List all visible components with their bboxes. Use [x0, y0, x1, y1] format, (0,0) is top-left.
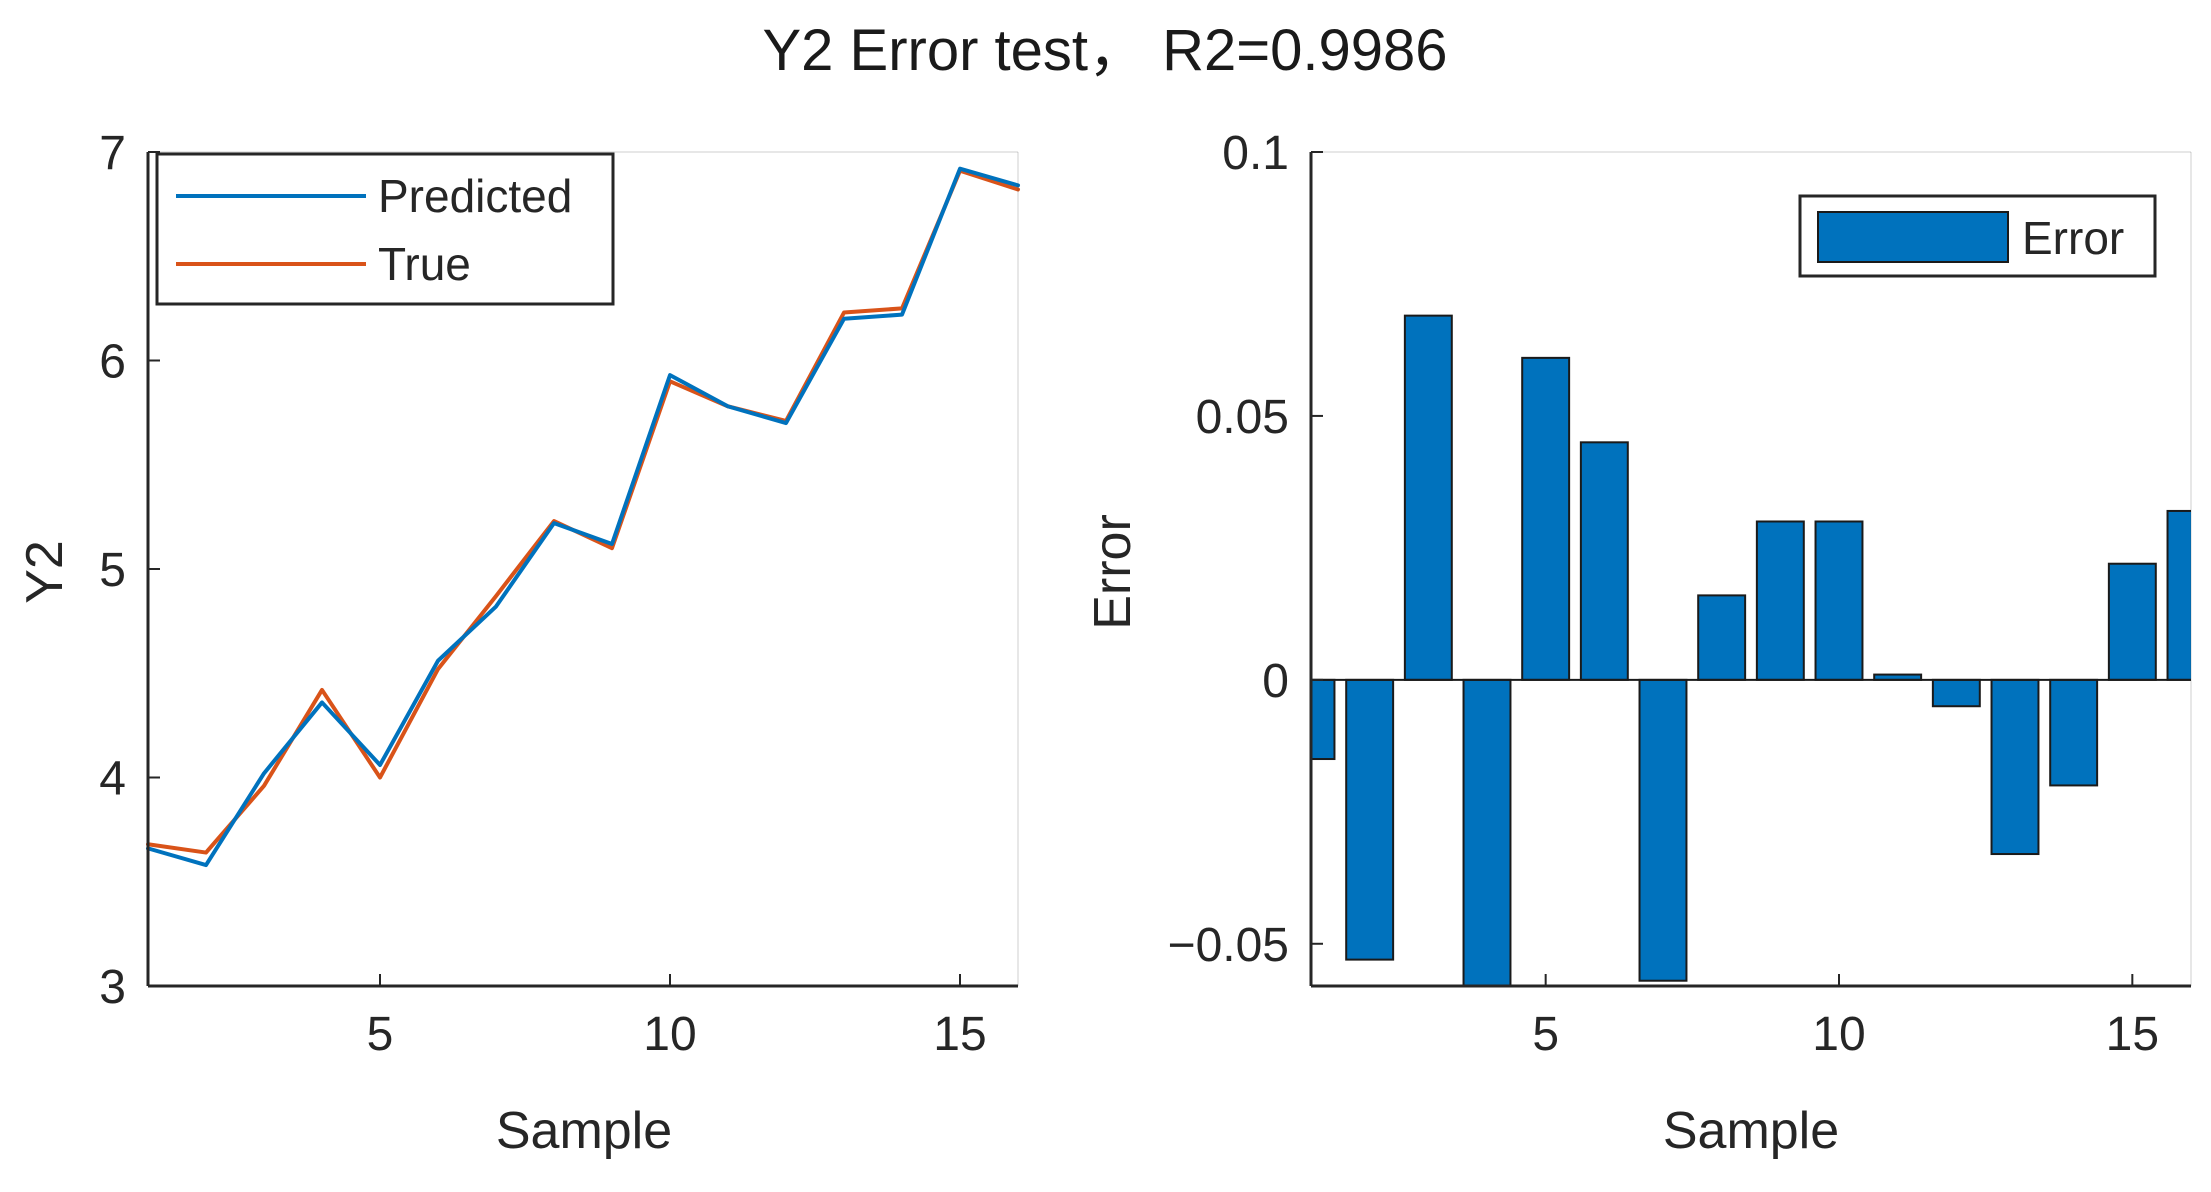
error-bar — [1579, 441, 1629, 681]
error-bar — [1462, 678, 1512, 986]
figure-title: Y2 Error test， R2=0.9986 — [762, 18, 1447, 83]
x-tick-label: 15 — [933, 1008, 986, 1061]
error-bar — [1345, 678, 1395, 961]
x-tick-label: 10 — [643, 1008, 696, 1061]
bar-chart-y-axis-label: Error — [1084, 514, 1142, 630]
line-chart-ticks: 5 10 15 3 4 5 6 7 — [99, 127, 986, 1061]
x-tick-label: 15 — [2106, 1008, 2159, 1061]
x-tick-label: 5 — [367, 1008, 394, 1061]
y-tick-label: 6 — [99, 336, 126, 389]
error-bar — [1755, 520, 1805, 681]
x-tick-label: 10 — [1812, 1008, 1865, 1061]
line-chart-y-axis-label: Y2 — [16, 540, 74, 604]
bar-chart-legend: Error — [1798, 194, 2157, 278]
error-bar — [1814, 520, 1864, 681]
error-bar — [1931, 678, 1981, 708]
error-bar — [2049, 678, 2099, 787]
legend-swatch-error — [1817, 211, 2009, 263]
y-tick-label: 0 — [1262, 655, 1289, 708]
y-tick-label: 0.1 — [1222, 127, 1289, 180]
series-line-predicted — [146, 166, 1020, 868]
error-bar — [2107, 562, 2157, 681]
bar-chart-plot-area — [1311, 152, 2191, 986]
line-chart-legend-box — [155, 152, 615, 306]
error-bar — [1403, 314, 1453, 681]
error-bar — [1521, 356, 1571, 681]
x-tick-label: 5 — [1532, 1008, 1559, 1061]
error-bar — [1311, 678, 1336, 761]
line-chart-x-axis-label: Sample — [496, 1102, 672, 1160]
bar-chart-bars-group — [1311, 314, 2191, 986]
bar-chart-x-axis-label: Sample — [1663, 1102, 1839, 1160]
y-tick-label: 5 — [99, 544, 126, 597]
y-tick-label: 7 — [99, 127, 126, 180]
bar-chart-panel: 5 10 15 −0.05 0 0.05 0.1 Error Sample Error — [1084, 127, 2192, 1160]
line-chart-series-group — [146, 166, 1020, 868]
legend-label-predicted: Predicted — [378, 170, 572, 222]
y-tick-label: −0.05 — [1168, 919, 1289, 972]
line-chart-panel: 5 10 15 3 4 5 6 7 Predicted True Sample Y2 — [16, 127, 1020, 1160]
y-tick-label: 3 — [99, 961, 126, 1014]
legend-label-true: True — [378, 238, 471, 290]
error-bar — [1638, 678, 1688, 982]
legend-label-error: Error — [2022, 212, 2124, 264]
bar-chart-ticks: 5 10 15 −0.05 0 0.05 0.1 — [1168, 127, 2159, 1061]
error-bar — [1990, 678, 2040, 856]
line-chart-legend: Predicted True — [155, 152, 615, 306]
y-tick-label: 4 — [99, 753, 126, 806]
error-bar — [1697, 594, 1747, 681]
y-tick-label: 0.05 — [1196, 391, 1289, 444]
bar-chart-axes — [1309, 151, 2192, 988]
